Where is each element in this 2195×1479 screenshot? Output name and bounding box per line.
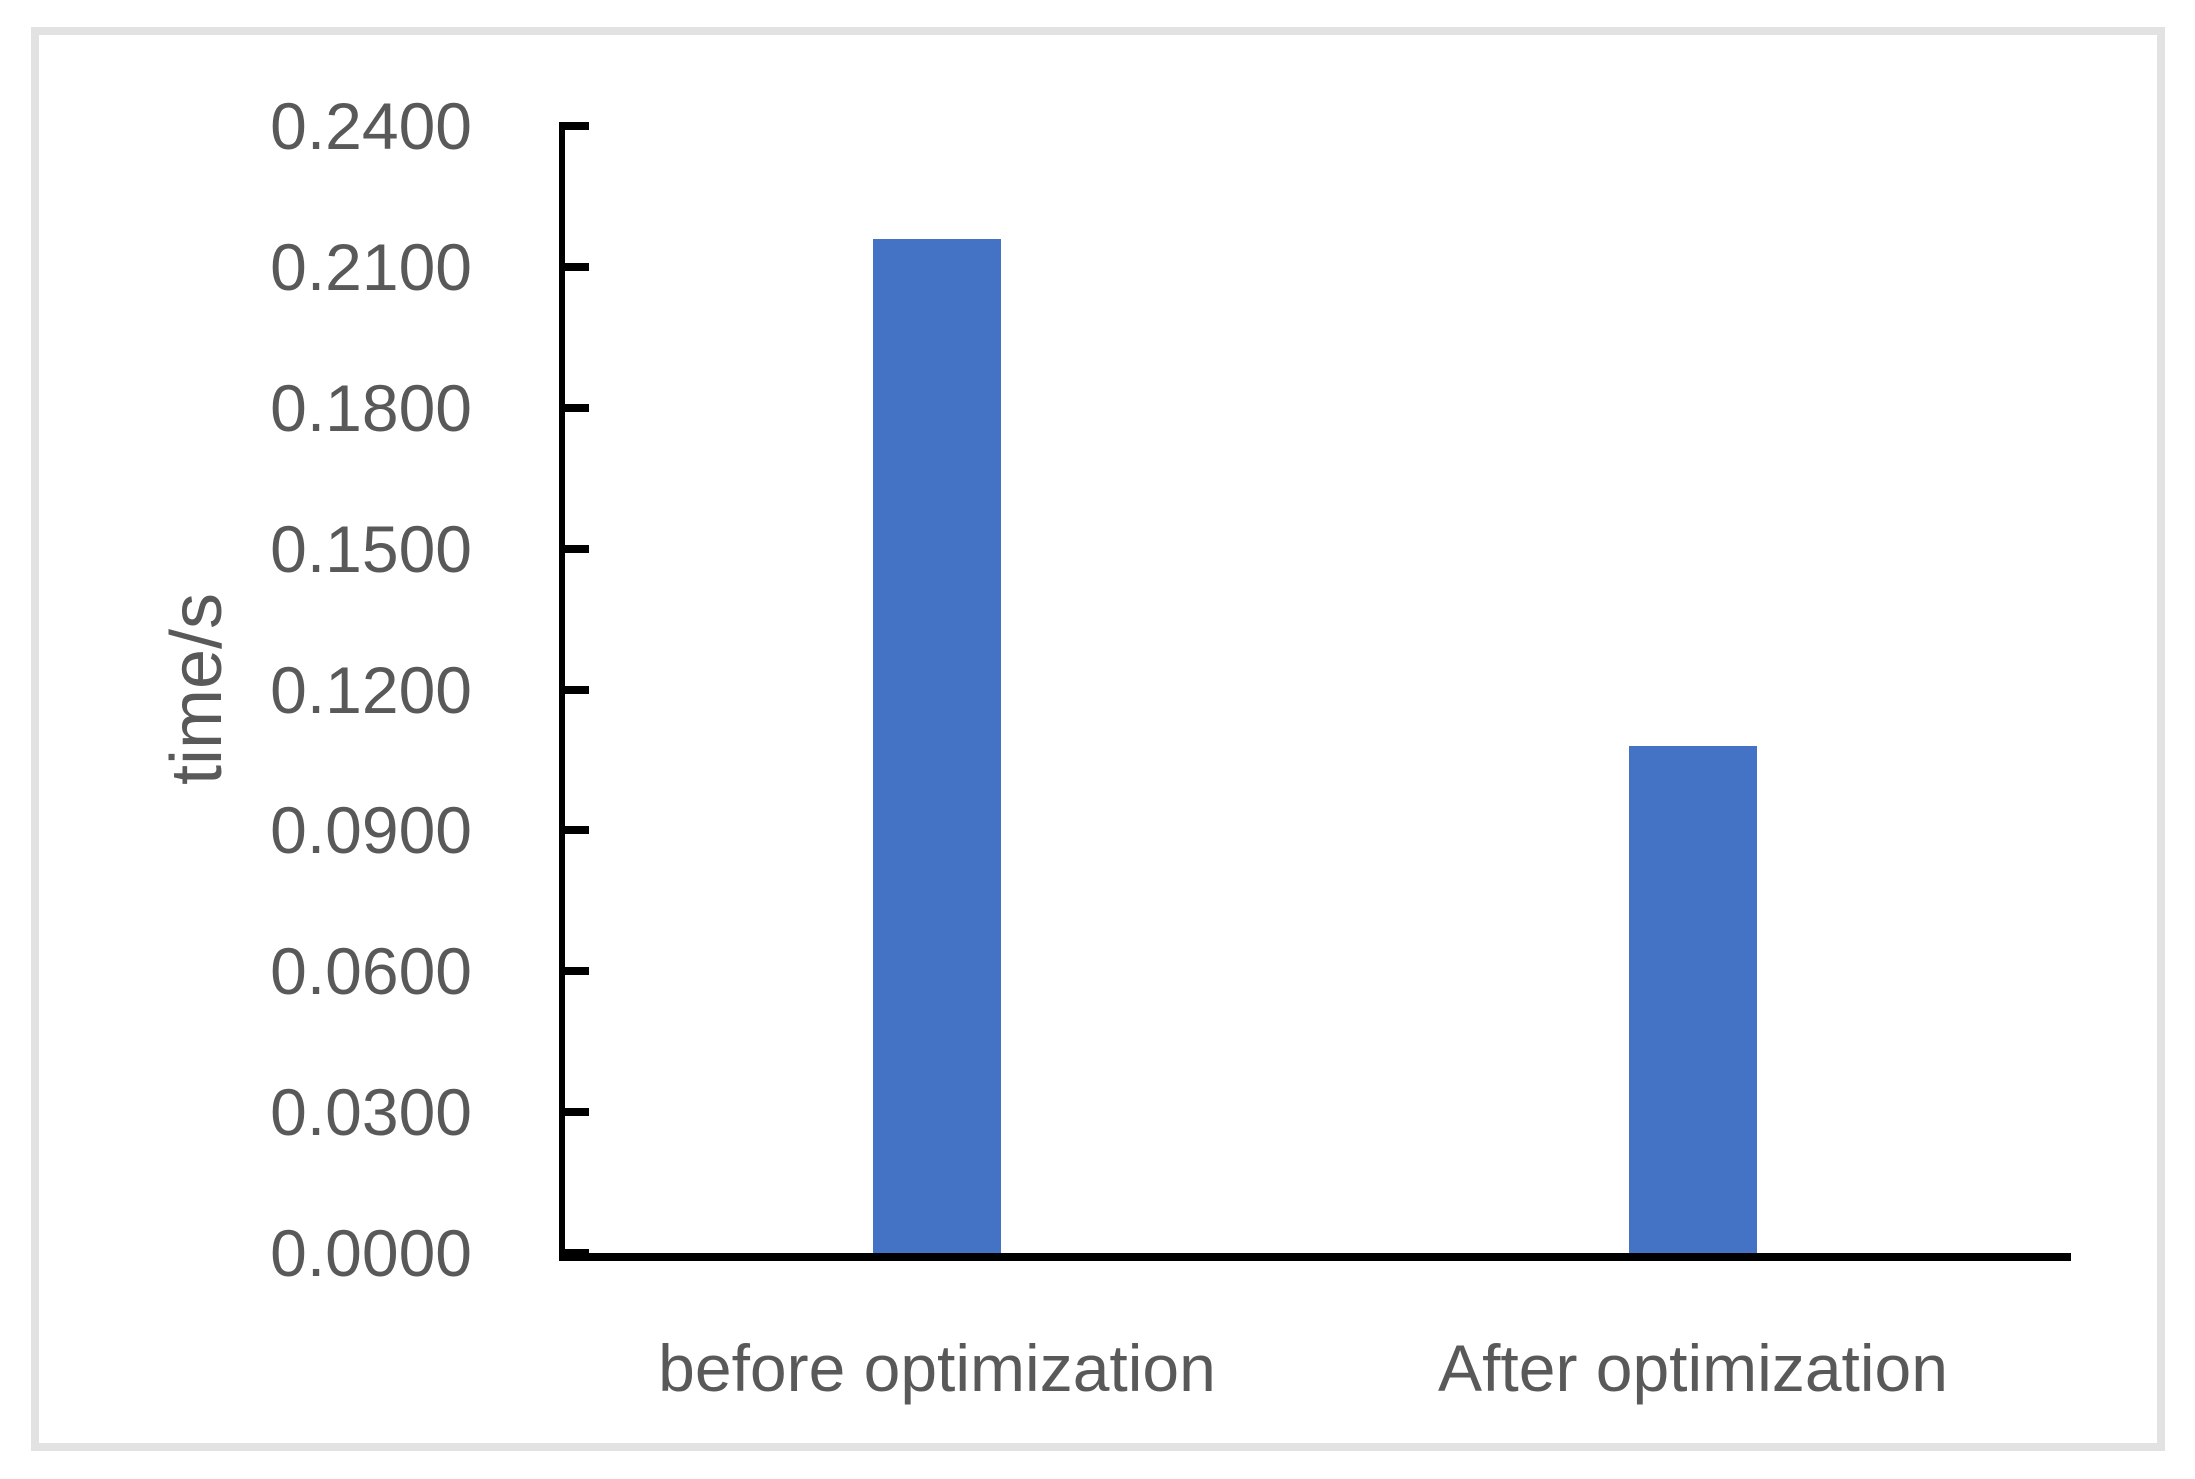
y-tick-label: 0.0600 <box>270 934 472 1009</box>
y-tick-label: 0.1800 <box>270 370 472 445</box>
y-tick-mark <box>559 1108 589 1117</box>
y-tick-label: 0.1200 <box>270 652 472 727</box>
x-axis-line <box>559 1253 2071 1261</box>
chart-outer-frame <box>31 27 2165 1451</box>
y-tick-mark <box>559 967 589 976</box>
y-tick-mark <box>559 826 589 835</box>
y-axis-line <box>559 122 565 1261</box>
y-tick-label: 0.0300 <box>270 1075 472 1150</box>
bar-after-optimization <box>1629 745 1757 1253</box>
x-category-label: before optimization <box>658 1331 1216 1405</box>
y-tick-mark <box>559 122 589 130</box>
y-tick-label: 0.0000 <box>270 1216 472 1290</box>
y-tick-mark <box>559 262 589 271</box>
x-category-label: After optimization <box>1438 1331 1948 1405</box>
y-tick-label: 0.2100 <box>270 229 472 304</box>
bar-before-optimization <box>873 238 1001 1253</box>
y-tick-label: 0.0900 <box>270 793 472 868</box>
y-tick-mark <box>559 403 589 412</box>
y-tick-label: 0.2400 <box>270 89 472 163</box>
y-tick-label: 0.1500 <box>270 511 472 586</box>
y-tick-mark <box>559 685 589 694</box>
y-tick-mark <box>559 544 589 553</box>
